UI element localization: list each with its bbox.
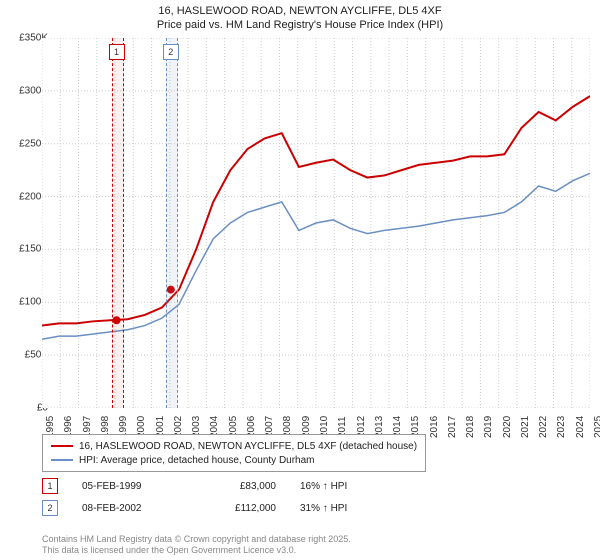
event-row-2: 2 08-FEB-2002 £112,000 31% ↑ HPI [42,500,380,516]
chart-container: 16, HASLEWOOD ROAD, NEWTON AYCLIFFE, DL5… [0,0,600,560]
legend-item-hpi: HPI: Average price, detached house, Coun… [51,453,417,467]
legend-box: 16, HASLEWOOD ROAD, NEWTON AYCLIFFE, DL5… [42,434,426,472]
event-date-1: 05-FEB-1999 [82,481,182,492]
title-line-2: Price paid vs. HM Land Registry's House … [157,19,443,31]
marker-events-table: 1 05-FEB-1999 £83,000 16% ↑ HPI 2 08-FEB… [42,478,380,522]
footer-attribution: Contains HM Land Registry data © Crown c… [42,534,351,556]
event-hpi-2: 31% ↑ HPI [300,503,380,514]
event-date-2: 08-FEB-2002 [82,503,182,514]
legend-swatch-price-paid [51,445,73,447]
footer-line-1: Contains HM Land Registry data © Crown c… [42,534,351,544]
marker-box-1: 1 [42,478,58,494]
event-row-1: 1 05-FEB-1999 £83,000 16% ↑ HPI [42,478,380,494]
footer-line-2: This data is licensed under the Open Gov… [42,545,296,555]
chart-plot-area: 12 [42,38,590,408]
title-line-1: 16, HASLEWOOD ROAD, NEWTON AYCLIFFE, DL5… [158,5,441,17]
event-price-2: £112,000 [206,503,276,514]
legend-label-price-paid: 16, HASLEWOOD ROAD, NEWTON AYCLIFFE, DL5… [79,441,417,452]
event-hpi-1: 16% ↑ HPI [300,481,380,492]
legend-label-hpi: HPI: Average price, detached house, Coun… [79,455,315,466]
legend-swatch-hpi [51,459,73,461]
event-price-1: £83,000 [206,481,276,492]
chart-title: 16, HASLEWOOD ROAD, NEWTON AYCLIFFE, DL5… [0,0,600,33]
chart-svg [42,38,590,408]
legend-item-price-paid: 16, HASLEWOOD ROAD, NEWTON AYCLIFFE, DL5… [51,439,417,453]
marker-box-2: 2 [42,500,58,516]
